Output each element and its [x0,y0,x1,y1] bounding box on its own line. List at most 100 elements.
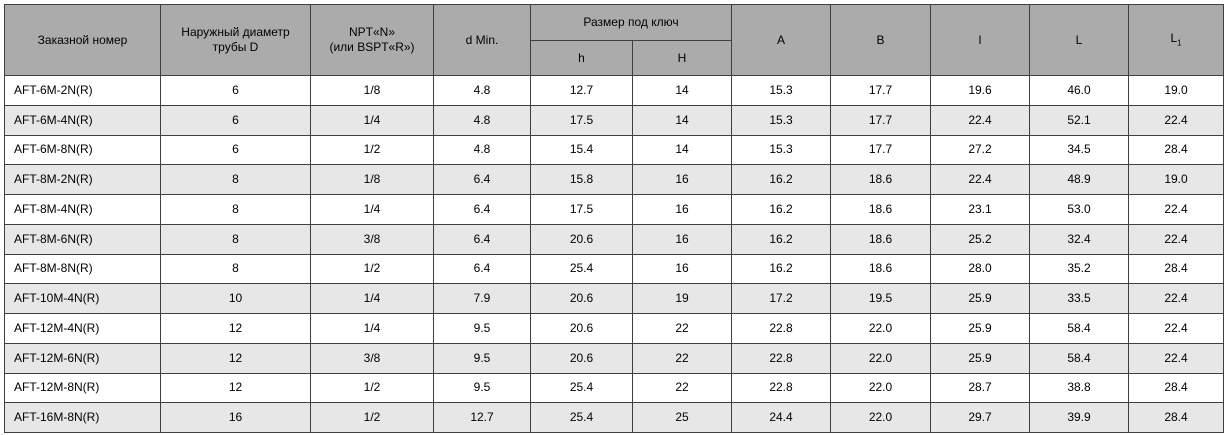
cell-l-cap: 38.8 [1029,372,1130,404]
cell-npt-bspt: 1/4 [310,283,434,314]
cell-h-cap: 22 [631,313,733,344]
cell-a: 22.8 [731,372,832,404]
cell-npt-bspt: 1/2 [310,372,434,404]
cell-d-min: 4.8 [433,134,531,166]
cell-diameter-d: 8 [160,223,311,255]
header-thread-line1: NPT«N» [348,25,395,39]
cell-h-small: 25.4 [530,402,633,433]
cell-h-small: 20.6 [530,283,633,314]
cell-d-min: 9.5 [433,372,531,404]
cell-h-cap: 16 [631,253,733,285]
table-row: AFT-12M-8N(R) 12 1/2 9.5 25.4 22 22.8 22.0 28.7 3… [4,372,1225,404]
header-b: B [830,4,932,76]
cell-diameter-d: 8 [160,194,311,225]
cell-order-number: AFT-6M-2N(R) [4,75,161,106]
cell-l1: 19.0 [1128,164,1225,195]
cell-d-min: 6.4 [433,194,531,225]
cell-l-cap: 53.0 [1029,194,1130,225]
cell-npt-bspt: 1/2 [310,402,434,433]
cell-diameter-d: 12 [160,313,311,344]
cell-diameter-d: 8 [160,164,311,195]
table-row: AFT-6M-8N(R) 6 1/2 4.8 15.4 14 15.3 17.7 27.2 34.… [4,134,1225,166]
cell-a: 16.2 [731,223,832,255]
cell-diameter-d: 6 [160,75,311,106]
cell-npt-bspt: 1/4 [310,194,434,225]
cell-h-small: 17.5 [530,194,633,225]
cell-l-small: 23.1 [930,194,1031,225]
cell-b: 22.0 [830,342,932,374]
table-row: AFT-6M-4N(R) 6 1/4 4.8 17.5 14 15.3 17.7 22.4 52.… [4,104,1225,136]
cell-a: 16.2 [731,194,832,225]
cell-d-min: 7.9 [433,283,531,314]
cell-npt-bspt: 1/8 [310,164,434,195]
cell-l-cap: 52.1 [1029,104,1130,136]
cell-h-cap: 16 [631,194,733,225]
header-row-sub: h H [5,40,1224,76]
cell-l-small: 19.6 [930,75,1031,106]
cell-d-min: 4.8 [433,104,531,136]
cell-l1: 22.4 [1128,313,1225,344]
header-l1: L1 [1128,4,1225,76]
cell-l-small: 22.4 [930,164,1031,195]
cell-order-number: AFT-8M-4N(R) [4,194,161,225]
table-row: AFT-8M-4N(R) 8 1/4 6.4 17.5 16 16.2 18.6 23.1 53.… [4,194,1225,225]
cell-d-min: 9.5 [433,313,531,344]
cell-l-cap: 48.9 [1029,164,1130,195]
cell-b: 17.7 [830,134,932,166]
cell-h-small: 12.7 [530,75,633,106]
cell-l1: 22.4 [1128,283,1225,314]
table-row: AFT-12M-6N(R) 12 3/8 9.5 20.6 22 22.8 22.0 25.9 5… [4,342,1225,374]
cell-order-number: AFT-10M-4N(R) [4,283,161,314]
cell-d-min: 4.8 [433,75,531,106]
cell-l-small: 25.9 [930,283,1031,314]
table-row: AFT-10M-4N(R) 10 1/4 7.9 20.6 19 17.2 19.5 25.9 3… [4,283,1225,314]
cell-npt-bspt: 1/8 [310,75,434,106]
header-l-small: l [930,4,1031,76]
cell-l-small: 25.9 [930,313,1031,344]
cell-l1: 22.4 [1128,342,1225,374]
cell-l1: 22.4 [1128,104,1225,136]
cell-h-cap: 14 [631,104,733,136]
cell-h-cap: 22 [631,372,733,404]
table-row: AFT-8M-6N(R) 8 3/8 6.4 20.6 16 16.2 18.6 25.2 32.… [4,223,1225,255]
header-outer-diameter: Наружный диаметр трубы D [160,4,311,76]
cell-npt-bspt: 3/8 [310,342,434,374]
cell-h-cap: 25 [631,402,733,433]
header-a: A [731,4,832,76]
cell-d-min: 6.4 [433,253,531,285]
header-thread: NPT«N» (или BSPT«R») [310,4,434,76]
cell-b: 22.0 [830,313,932,344]
cell-d-min: 6.4 [433,223,531,255]
header-h-cap: H [631,40,733,76]
header-d-min: d Min. [433,4,531,76]
cell-l-small: 28.7 [930,372,1031,404]
cell-order-number: AFT-12M-6N(R) [4,342,161,374]
cell-l-small: 25.2 [930,223,1031,255]
fitting-spec-table: Заказной номер Наружный диаметр трубы D N… [4,4,1225,433]
cell-diameter-d: 6 [160,134,311,166]
cell-diameter-d: 8 [160,253,311,285]
cell-npt-bspt: 1/2 [310,253,434,285]
cell-order-number: AFT-12M-8N(R) [4,372,161,404]
cell-l-cap: 58.4 [1029,313,1130,344]
cell-b: 18.6 [830,194,932,225]
header-outer-diameter-line2: трубы D [212,40,259,54]
header-h-small: h [530,40,633,76]
cell-h-cap: 14 [631,134,733,166]
header-row-top: Заказной номер Наружный диаметр трубы D N… [4,4,1225,76]
table-row: AFT-8M-2N(R) 8 1/8 6.4 15.8 16 16.2 18.6 22.4 48.… [4,164,1225,195]
table-row: AFT-6M-2N(R) 6 1/8 4.8 12.7 14 15.3 17.7 19.6 46.… [4,75,1225,106]
cell-h-cap: 16 [631,223,733,255]
cell-l-small: 22.4 [930,104,1031,136]
cell-a: 16.2 [731,164,832,195]
cell-l-cap: 33.5 [1029,283,1130,314]
cell-h-small: 15.8 [530,164,633,195]
cell-h-small: 15.4 [530,134,633,166]
header-l1-subscript: 1 [1177,38,1182,48]
cell-l1: 28.4 [1128,253,1225,285]
cell-a: 15.3 [731,104,832,136]
cell-a: 15.3 [731,134,832,166]
header-l1-base: L [1170,31,1178,46]
cell-h-cap: 19 [631,283,733,314]
cell-order-number: AFT-8M-8N(R) [4,253,161,285]
